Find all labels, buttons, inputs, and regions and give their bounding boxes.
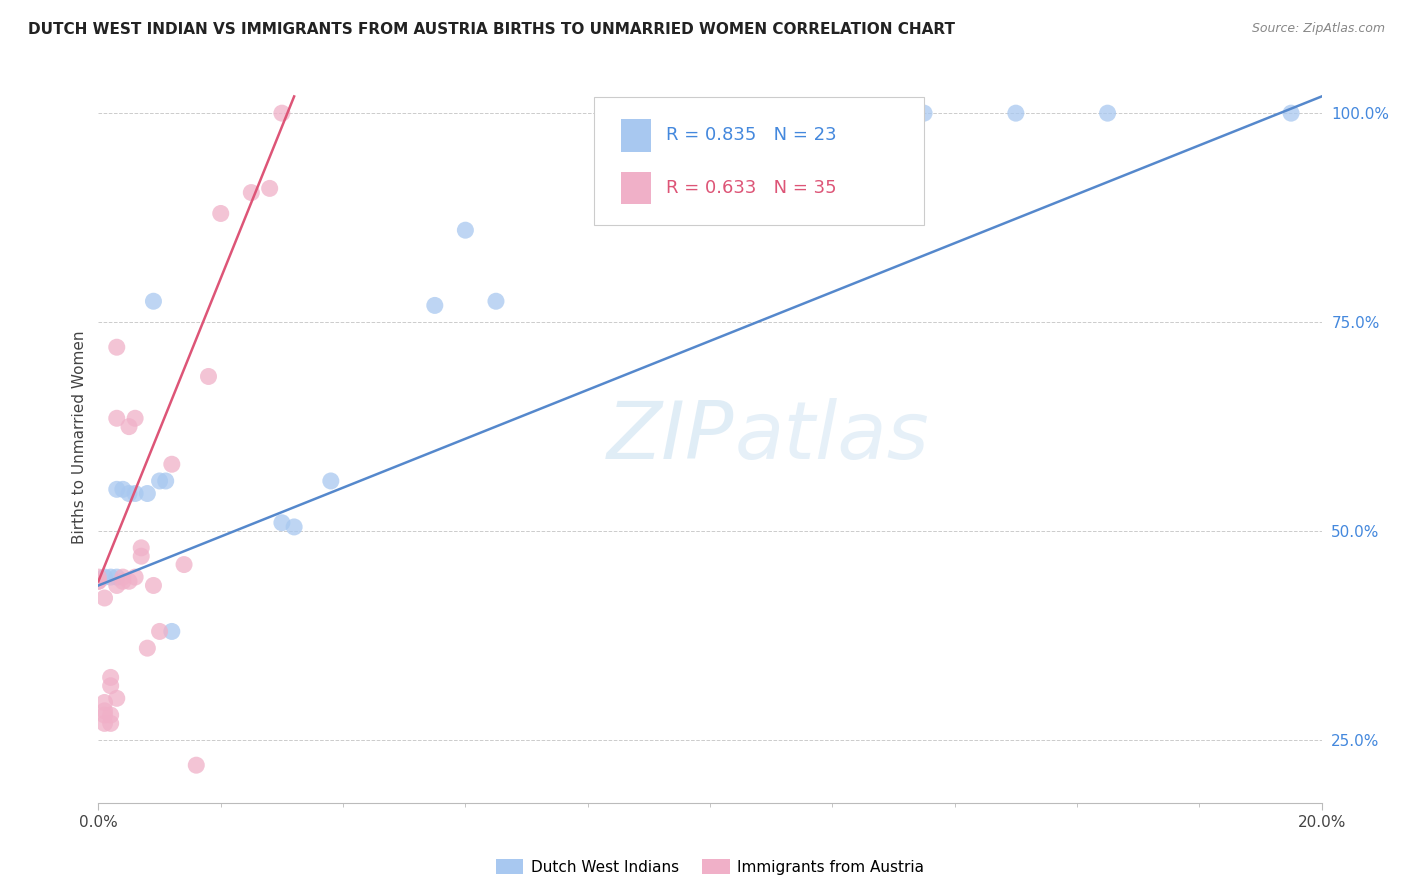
Legend: Dutch West Indians, Immigrants from Austria: Dutch West Indians, Immigrants from Aust… bbox=[491, 855, 929, 880]
Point bbox=[100, 708, 122, 723]
Point bbox=[142, 294, 165, 309]
FancyBboxPatch shape bbox=[593, 97, 924, 225]
Point bbox=[259, 181, 281, 195]
Y-axis label: Births to Unmarried Women: Births to Unmarried Women bbox=[72, 330, 87, 544]
Point bbox=[912, 106, 935, 120]
Point bbox=[105, 578, 128, 592]
Point bbox=[100, 670, 122, 684]
Text: atlas: atlas bbox=[734, 398, 929, 476]
Point bbox=[423, 298, 446, 312]
Text: R = 0.835   N = 23: R = 0.835 N = 23 bbox=[666, 127, 837, 145]
Point bbox=[270, 106, 292, 120]
Point bbox=[136, 641, 159, 656]
Point bbox=[93, 716, 115, 731]
Point bbox=[93, 570, 115, 584]
Point bbox=[105, 570, 128, 584]
Point bbox=[1004, 106, 1026, 120]
Point bbox=[87, 570, 110, 584]
Point bbox=[100, 716, 122, 731]
Text: ZIP: ZIP bbox=[607, 398, 734, 476]
Point bbox=[155, 474, 177, 488]
Text: Source: ZipAtlas.com: Source: ZipAtlas.com bbox=[1251, 22, 1385, 36]
Point bbox=[129, 541, 152, 555]
Point bbox=[454, 223, 477, 237]
Point bbox=[173, 558, 195, 572]
Point bbox=[283, 520, 305, 534]
Point bbox=[129, 549, 152, 564]
Point bbox=[485, 294, 508, 309]
FancyBboxPatch shape bbox=[620, 119, 651, 152]
Point bbox=[124, 486, 146, 500]
Point bbox=[118, 419, 141, 434]
Point bbox=[319, 474, 342, 488]
Point bbox=[105, 340, 128, 354]
Point bbox=[111, 574, 134, 589]
Point bbox=[100, 679, 122, 693]
Point bbox=[105, 483, 128, 497]
Point bbox=[93, 704, 115, 718]
Point bbox=[87, 574, 110, 589]
Point bbox=[240, 186, 263, 200]
Point bbox=[160, 457, 183, 471]
Point bbox=[186, 758, 208, 772]
Point bbox=[118, 486, 141, 500]
Point bbox=[124, 570, 146, 584]
Text: DUTCH WEST INDIAN VS IMMIGRANTS FROM AUSTRIA BIRTHS TO UNMARRIED WOMEN CORRELATI: DUTCH WEST INDIAN VS IMMIGRANTS FROM AUS… bbox=[28, 22, 955, 37]
FancyBboxPatch shape bbox=[620, 171, 651, 204]
Point bbox=[1097, 106, 1119, 120]
Point bbox=[136, 486, 159, 500]
Point bbox=[118, 574, 141, 589]
Point bbox=[105, 411, 128, 425]
Point bbox=[149, 474, 172, 488]
Point bbox=[142, 578, 165, 592]
Point bbox=[93, 708, 115, 723]
Point bbox=[93, 591, 115, 605]
Point bbox=[111, 483, 134, 497]
Point bbox=[160, 624, 183, 639]
Point bbox=[790, 202, 813, 217]
Point bbox=[149, 624, 172, 639]
Point bbox=[100, 570, 122, 584]
Point bbox=[111, 570, 134, 584]
Point bbox=[1279, 106, 1302, 120]
Point bbox=[209, 206, 232, 220]
Text: R = 0.633   N = 35: R = 0.633 N = 35 bbox=[666, 179, 837, 197]
Point bbox=[124, 411, 146, 425]
Point bbox=[197, 369, 219, 384]
Point bbox=[87, 574, 110, 589]
Point bbox=[270, 516, 292, 530]
Point bbox=[105, 691, 128, 706]
Point bbox=[93, 696, 115, 710]
